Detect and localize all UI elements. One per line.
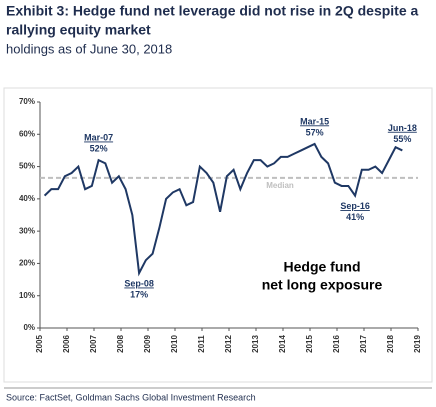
x-tick-label: 2005: [35, 335, 44, 353]
annotation-label: Jun-18: [388, 123, 417, 133]
annotation-label: Sep-08: [124, 278, 154, 288]
chart-subtitle: holdings as of June 30, 2018: [6, 41, 172, 56]
annotation-text: Hedge fund: [284, 259, 361, 275]
x-tick-label: 2006: [62, 335, 71, 353]
source: Source: FactSet, Goldman Sachs Global In…: [6, 392, 256, 402]
chart-title-line: Exhibit 3: Hedge fund net leverage did n…: [6, 3, 419, 19]
median-label: Median: [266, 181, 294, 190]
chart-frame: [3, 87, 433, 383]
y-tick-label: 60%: [19, 129, 35, 138]
y-tick-label: 20%: [19, 259, 35, 268]
x-tick-label: 2007: [89, 335, 98, 353]
annotation-value: 57%: [306, 127, 324, 137]
y-tick-label: 70%: [19, 97, 35, 106]
x-tick-label: 2013: [251, 335, 260, 353]
y-tick-label: 50%: [19, 162, 35, 171]
annotation-text: net long exposure: [262, 277, 383, 293]
x-tick-label: 2014: [278, 335, 287, 353]
x-tick-label: 2010: [170, 335, 179, 353]
annotation-value: 52%: [90, 143, 108, 153]
x-tick-label: 2015: [305, 335, 314, 353]
annotation-label: Sep-16: [340, 201, 370, 211]
annotation-label: Mar-15: [300, 116, 329, 126]
annotation-value: 17%: [130, 289, 148, 299]
x-tick-label: 2012: [224, 335, 233, 353]
annotation-label: Mar-07: [84, 132, 113, 142]
x-tick-label: 2011: [197, 335, 206, 353]
x-tick-label: 2017: [359, 335, 368, 353]
x-tick-label: 2009: [143, 335, 152, 353]
y-tick-label: 10%: [19, 291, 35, 300]
data-line: [43, 142, 403, 277]
annotation-value: 55%: [393, 134, 411, 144]
y-tick-label: 0%: [23, 323, 35, 332]
annotation-value: 41%: [346, 212, 364, 222]
y-tick-label: 40%: [19, 194, 35, 203]
x-tick-label: 2019: [413, 335, 422, 353]
x-tick-label: 2016: [332, 335, 341, 353]
y-tick-label: 30%: [19, 226, 35, 235]
x-tick-label: 2008: [116, 335, 125, 353]
chart-title-line: rallying equity market: [6, 22, 151, 38]
x-tick-label: 2018: [386, 335, 395, 353]
